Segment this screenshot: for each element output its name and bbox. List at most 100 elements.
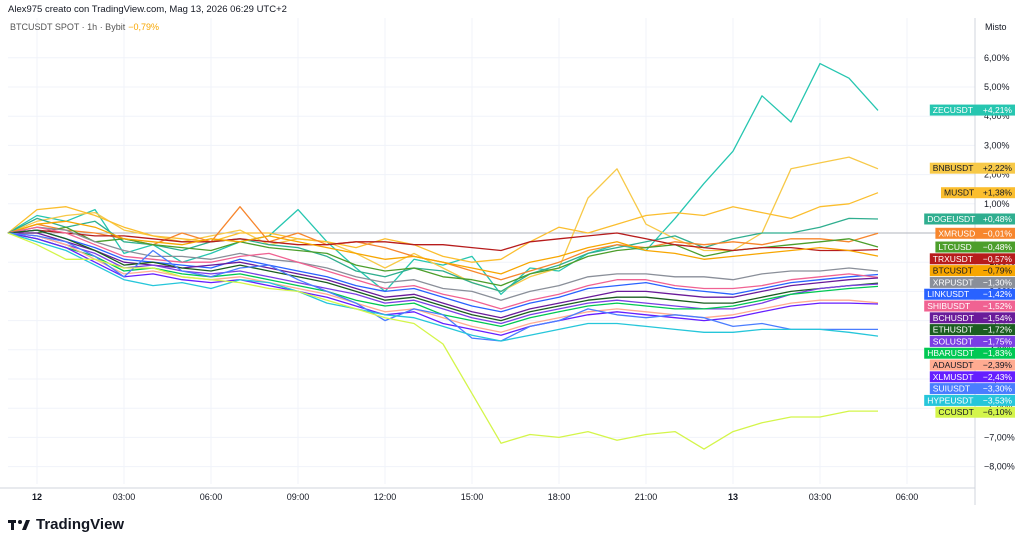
series-line-ccusdt[interactable] xyxy=(7,232,878,450)
series-label-zecusdt[interactable]: ZECUSDT +4,21% xyxy=(929,104,1015,116)
series-label-ltcusd[interactable]: LTCUSD −0,48% xyxy=(935,241,1015,253)
series-name-bg xyxy=(924,213,975,225)
series-name-bg xyxy=(924,288,975,300)
series-value-bg xyxy=(975,187,1015,199)
series-value-text: −1,72% xyxy=(983,325,1013,335)
symbol-info[interactable]: BTCUSDT SPOT · 1h · Bybit −0,79% xyxy=(10,22,159,32)
series-line-xrpusdt[interactable] xyxy=(7,226,879,301)
series-value-bg xyxy=(975,406,1015,418)
y-tick-label: 3,00% xyxy=(984,140,1010,150)
series-value-text: −0,48% xyxy=(983,242,1013,252)
series-value-bg xyxy=(975,213,1015,225)
series-value-text: −0,01% xyxy=(983,228,1013,238)
symbol-line: BTCUSDT SPOT · 1h · Bybit xyxy=(10,22,126,32)
series-line-hypeusdt[interactable] xyxy=(7,232,879,342)
series-name-text: HYPEUSDT xyxy=(927,395,973,405)
series-name-bg xyxy=(935,227,975,239)
x-tick-label: 03:00 xyxy=(113,492,136,502)
series-value-bg xyxy=(975,265,1015,277)
series-value-bg xyxy=(975,394,1015,406)
series-name-text: BCHUSDT xyxy=(933,313,974,323)
series-name-bg xyxy=(929,253,975,265)
series-label-adausdt[interactable]: ADAUSDT −2,39% xyxy=(929,359,1015,371)
series-label-musdt[interactable]: MUSDT +1,38% xyxy=(941,187,1015,199)
series-line-solusdt[interactable] xyxy=(7,232,879,325)
x-tick-label: 21:00 xyxy=(635,492,658,502)
series-name-bg xyxy=(929,324,975,336)
series-name-text: ETHUSDT xyxy=(933,325,973,335)
series-line-suiusdt[interactable] xyxy=(7,232,878,342)
series-name-bg xyxy=(929,104,975,116)
series-value-text: −1,52% xyxy=(983,301,1013,311)
x-tick-label: 06:00 xyxy=(896,492,919,502)
series-line-btcusdt[interactable] xyxy=(7,220,879,275)
series-name-bg xyxy=(924,300,975,312)
series-value-text: −2,39% xyxy=(983,360,1013,370)
series-name-text: LTCUSD xyxy=(938,242,971,252)
series-label-btcusdt[interactable]: BTCUSDT −0,79% xyxy=(929,265,1015,277)
series-name-bg xyxy=(929,359,975,371)
series-labels[interactable]: ZECUSDT +4,21% BNBUSDT +2,22% MUSDT +1,38% DOG… xyxy=(924,104,1015,418)
scale-mode-label[interactable]: Misto xyxy=(985,22,1007,32)
series-label-hbarusdt[interactable]: HBARUSDT −1,83% xyxy=(924,347,1015,359)
x-tick-label: 15:00 xyxy=(461,492,484,502)
series-name-bg xyxy=(924,394,975,406)
series-value-bg xyxy=(975,253,1015,265)
series-name-bg xyxy=(941,187,975,199)
series-line-adausdt[interactable] xyxy=(7,232,879,333)
y-tick-label: 5,00% xyxy=(984,82,1010,92)
series-label-dogeusdt[interactable]: DOGEUSDT +0,48% xyxy=(924,213,1015,225)
series-value-bg xyxy=(975,324,1015,336)
series-label-linkusdt[interactable]: LINKUSDT −1,42% xyxy=(924,288,1015,300)
y-tick-label: −8,00% xyxy=(984,462,1015,472)
series-lines[interactable] xyxy=(7,62,879,450)
series-name-text: MUSDT xyxy=(944,188,974,198)
series-name-bg xyxy=(935,241,975,253)
series-value-bg xyxy=(975,300,1015,312)
series-name-text: DOGEUSDT xyxy=(927,214,975,224)
series-value-bg xyxy=(975,227,1015,239)
series-value-bg xyxy=(975,276,1015,288)
series-label-shibusdt[interactable]: SHIBUSDT −1,52% xyxy=(924,300,1015,312)
series-value-bg xyxy=(975,347,1015,359)
series-label-bnbusdt[interactable]: BNBUSDT +2,22% xyxy=(929,162,1015,174)
tradingview-logo[interactable]: TradingView xyxy=(8,516,124,533)
series-label-solusdt[interactable]: SOLUSDT −1,75% xyxy=(929,335,1015,347)
series-name-text: BNBUSDT xyxy=(933,163,974,173)
series-line-trxusdt[interactable] xyxy=(7,229,879,252)
series-name-text: XRPUSDT xyxy=(933,277,974,287)
series-label-bchusdt[interactable]: BCHUSDT −1,54% xyxy=(929,312,1015,324)
series-label-xrpusdt[interactable]: XRPUSDT −1,30% xyxy=(929,276,1015,288)
series-label-xlmusdt[interactable]: XLMUSDT −2,43% xyxy=(929,371,1015,383)
series-name-bg xyxy=(929,371,975,383)
series-line-musdt[interactable] xyxy=(7,192,879,263)
series-name-text: XMRUSD xyxy=(938,228,975,238)
series-value-text: −0,57% xyxy=(983,254,1013,264)
series-name-bg xyxy=(935,406,975,418)
series-line-xlmusdt[interactable] xyxy=(7,232,879,336)
y-tick-label: 4,00% xyxy=(984,111,1010,121)
series-value-bg xyxy=(975,288,1015,300)
y-tick-label: 1,00% xyxy=(984,199,1010,209)
series-value-text: +1,38% xyxy=(983,188,1013,198)
series-label-trxusdt[interactable]: TRXUSDT −0,57% xyxy=(929,253,1015,265)
series-label-ethusdt[interactable]: ETHUSDT −1,72% xyxy=(929,324,1015,336)
x-tick-label: 13 xyxy=(728,492,738,502)
y-tick-label: −7,00% xyxy=(984,432,1015,442)
series-label-xmrusd[interactable]: XMRUSD −0,01% xyxy=(935,227,1015,239)
series-label-hypeusdt[interactable]: HYPEUSDT −3,53% xyxy=(924,394,1015,406)
symbol-change: −0,79% xyxy=(128,22,159,32)
series-value-text: −6,10% xyxy=(983,407,1013,417)
series-line-ethusdt[interactable] xyxy=(7,229,879,322)
series-value-text: +4,21% xyxy=(983,105,1013,115)
series-name-text: BTCUSDT xyxy=(933,266,973,276)
series-value-text: −2,43% xyxy=(983,372,1013,382)
series-value-bg xyxy=(975,104,1015,116)
series-label-ccusdt[interactable]: CCUSDT −6,10% xyxy=(935,406,1015,418)
series-value-text: −1,42% xyxy=(983,289,1013,299)
x-tick-label: 12:00 xyxy=(374,492,397,502)
series-name-text: SHIBUSDT xyxy=(927,301,970,311)
series-line-shibusdt[interactable] xyxy=(7,226,879,310)
series-label-suiusdt[interactable]: SUIUSDT −3,30% xyxy=(929,383,1015,395)
